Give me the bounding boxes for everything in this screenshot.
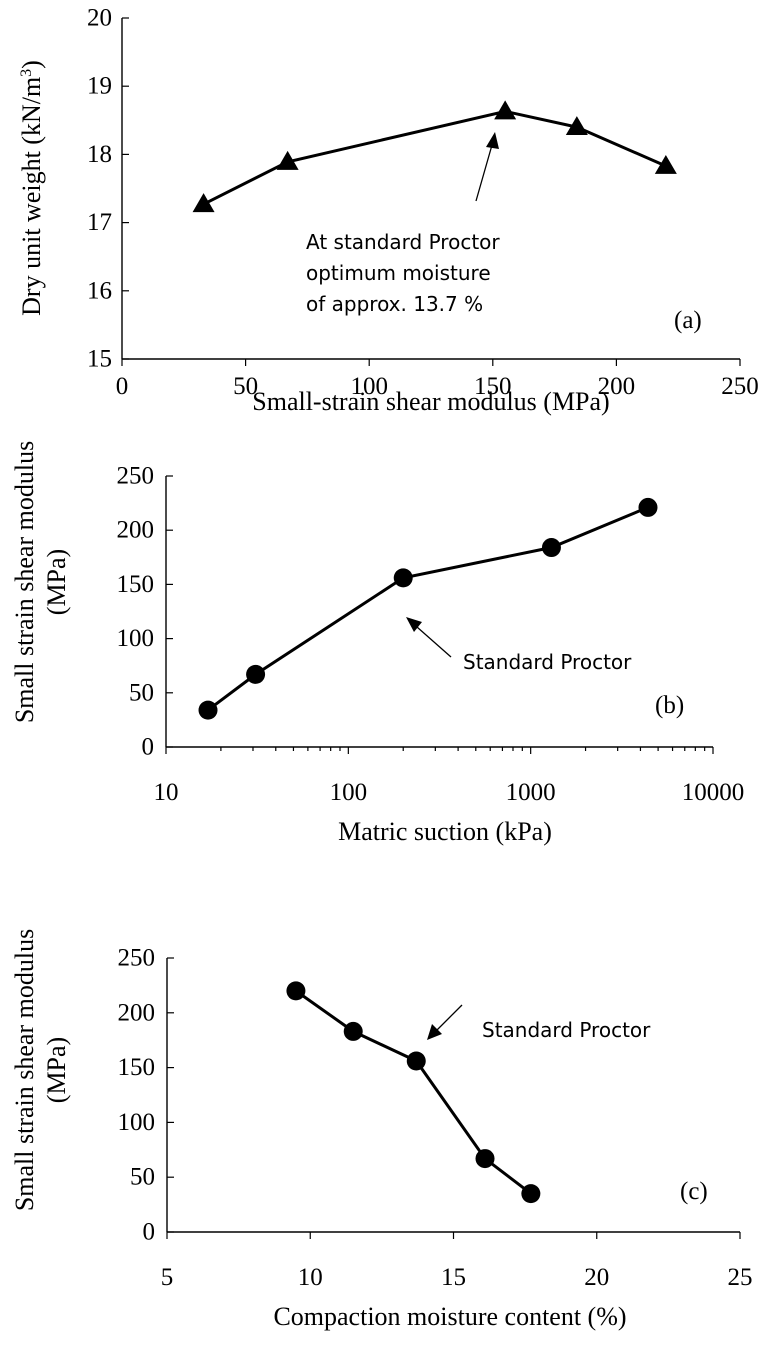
y-axis-title-main: Dry unit weight (kN/m [17, 77, 46, 316]
x-tick-label: 100 [330, 779, 368, 806]
chart-panel-b: 10 100 1000 10000 0 50 100 150 200 250 Matric su… [10, 441, 744, 846]
data-point-circle [406, 1051, 426, 1071]
axis-ticks [166, 957, 741, 1239]
y-tick-label: 200 [117, 517, 155, 544]
y-tick-label: 100 [118, 1109, 156, 1136]
data-point-triangle [565, 116, 588, 136]
x-tick-label: 10 [298, 1264, 323, 1291]
y-tick-label: 0 [143, 1219, 156, 1246]
y-axis-title: Small strain shear modulus [10, 441, 39, 723]
x-tick-labels: 5 10 15 20 25 [161, 1264, 753, 1291]
x-tick-labels: 0 50 100 150 200 250 [116, 373, 759, 400]
annotation-arrow-head [427, 1024, 442, 1040]
x-tick-label: 50 [233, 373, 258, 400]
x-tick-labels: 10 100 1000 10000 [154, 779, 745, 806]
y-tick-label: 150 [118, 1054, 156, 1081]
annotation-arrow-shaft [416, 626, 452, 658]
annotation-text: Standard Proctor [463, 650, 632, 674]
annotation-text: At standard Proctor optimum moisture of … [306, 230, 506, 316]
data-point-circle [541, 538, 561, 558]
y-axis-title-unit: (MPa) [42, 549, 71, 615]
y-tick-labels: 0 50 100 150 200 250 [118, 945, 156, 1246]
x-tick-label: 5 [161, 1264, 174, 1291]
series-line [207, 506, 649, 712]
data-point-circle [343, 1021, 363, 1041]
x-axis-title: Matric suction (kPa) [338, 817, 552, 846]
data-point-circle [475, 1149, 495, 1169]
panel-label: (a) [674, 307, 702, 334]
x-tick-label: 20 [584, 1264, 609, 1291]
annotation-arrow-shaft [436, 1004, 463, 1031]
y-tick-labels: 15 16 17 18 19 20 [87, 5, 112, 373]
annotation-line-1: At standard Proctor [306, 230, 500, 254]
data-point-circle [246, 664, 266, 684]
x-tick-label: 10000 [682, 779, 745, 806]
annotation-line-3: of approx. 13.7 % [306, 292, 483, 316]
series-markers [192, 100, 677, 213]
x-tick-label: 250 [721, 373, 759, 400]
y-tick-labels: 0 50 100 150 200 250 [117, 463, 155, 761]
y-tick-label: 19 [87, 73, 112, 100]
y-axis-title-tail: ) [17, 60, 46, 69]
data-point-circle [638, 497, 658, 517]
annotation-arrow [427, 1004, 463, 1040]
y-axis-title-unit: (MPa) [42, 1037, 71, 1103]
data-point-triangle [654, 154, 677, 174]
y-tick-label: 250 [118, 945, 156, 972]
panel-label: (c) [680, 1178, 708, 1205]
x-tick-label: 100 [350, 373, 388, 400]
axis-ticks [121, 17, 741, 366]
y-axis-title-superscript: 3 [18, 69, 35, 77]
annotation-arrow [406, 617, 452, 658]
annotation-arrow-head [406, 617, 422, 632]
data-point-circle [393, 568, 413, 588]
y-tick-label: 50 [130, 1164, 155, 1191]
annotation-arrow-shaft [475, 144, 493, 202]
data-point-triangle [494, 100, 517, 120]
y-tick-label: 150 [117, 571, 155, 598]
y-tick-label: 15 [87, 346, 112, 373]
series-markers [198, 497, 658, 720]
annotation-line-2: optimum moisture [306, 261, 491, 285]
annotation-arrow-head [486, 132, 499, 149]
x-tick-label: 150 [474, 373, 512, 400]
y-tick-label: 200 [118, 999, 156, 1026]
data-point-circle [521, 1184, 541, 1204]
data-point-circle [286, 981, 306, 1001]
y-tick-label: 50 [129, 679, 154, 706]
y-tick-label: 20 [87, 5, 112, 32]
axis-ticks [165, 475, 714, 754]
x-axis-title: Small-strain shear modulus (MPa) [252, 387, 609, 416]
y-axis-title: Small strain shear modulus [10, 929, 39, 1211]
y-tick-label: 16 [87, 277, 112, 304]
data-point-triangle [276, 150, 299, 170]
y-tick-label: 250 [117, 463, 155, 490]
x-axis-title: Compaction moisture content (%) [273, 1302, 626, 1331]
chart-panel-c: 5 10 15 20 25 0 50 100 150 200 250 Compaction moi… [10, 929, 753, 1331]
x-tick-label: 25 [728, 1264, 753, 1291]
x-tick-label: 200 [598, 373, 636, 400]
panel-label: (b) [655, 692, 684, 719]
annotation-text: Standard Proctor [482, 1018, 651, 1042]
x-tick-label: 0 [116, 373, 129, 400]
y-tick-label: 17 [87, 209, 112, 236]
data-point-circle [198, 700, 218, 720]
x-tick-label: 10 [154, 779, 179, 806]
annotation-arrow [475, 132, 499, 202]
y-tick-label: 18 [87, 141, 112, 168]
y-tick-label: 0 [142, 734, 155, 761]
series-markers [286, 981, 541, 1204]
x-tick-label: 15 [441, 1264, 466, 1291]
chart-panel-a: 0 50 100 150 200 250 15 16 17 18 19 20 Small-strai… [17, 5, 759, 417]
y-tick-label: 100 [117, 625, 155, 652]
y-axis-title: Dry unit weight (kN/m3) [17, 60, 46, 316]
data-point-triangle [192, 193, 215, 213]
series-line [202, 109, 667, 206]
x-tick-label: 1000 [506, 779, 556, 806]
